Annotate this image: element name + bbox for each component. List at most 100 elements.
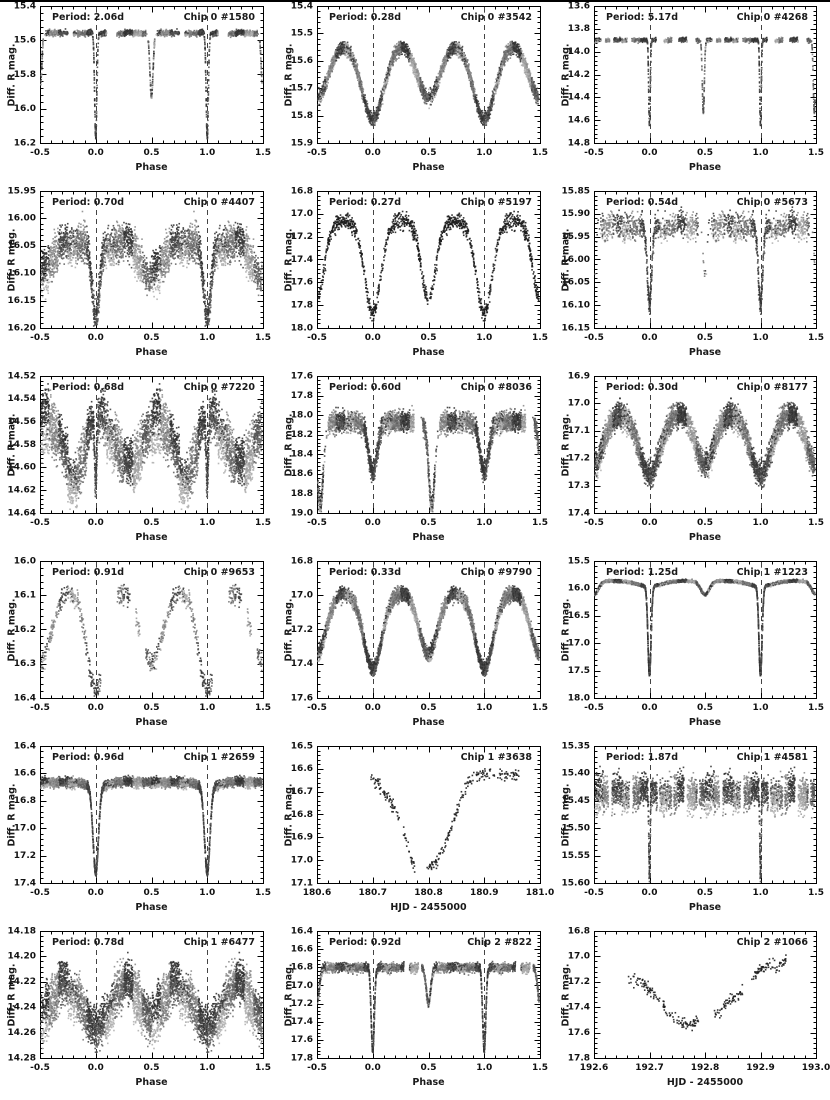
chip-label: Chip 2 #1066 [736,937,808,948]
period-label: Period: 0.30d [606,382,679,393]
y-axis-title: Diff. R mag. [6,412,18,477]
chip-label: Chip 0 #5673 [736,197,808,208]
chip-label: Chip 0 #5197 [460,197,532,208]
y-axis-title: Diff. R mag. [6,227,18,292]
x-axis-title: HJD - 2455000 [666,1077,744,1088]
scatter-plot-canvas [277,740,554,925]
x-axis-title: Phase [135,902,168,913]
y-axis-title: Diff. R mag. [283,42,295,107]
light-curve-panel: Period: 0.68d Chip 0 #7220 Diff. R mag. … [0,370,277,555]
y-axis-title: Diff. R mag. [560,412,572,477]
x-axis-title: Phase [412,532,445,543]
light-curve-panel: Period: 0.92d Chip 2 #822 Diff. R mag. P… [277,925,554,1100]
light-curve-panel: Period: 0.30d Chip 0 #8177 Diff. R mag. … [554,370,830,555]
scatter-plot-canvas [0,740,277,925]
scatter-plot-canvas [554,0,830,185]
light-curve-panel: Period: 2.06d Chip 0 #1580 Diff. R mag. … [0,0,277,185]
light-curve-panel: Chip 1 #3638 Diff. R mag. HJD - 2455000 [277,740,554,925]
scatter-plot-canvas [554,370,830,555]
light-curve-panel: Period: 0.33d Chip 0 #9790 Diff. R mag. … [277,555,554,740]
light-curve-panel: Period: 0.60d Chip 0 #8036 Diff. R mag. … [277,370,554,555]
chip-label: Chip 0 #1580 [183,12,255,23]
y-axis-title: Diff. R mag. [560,962,572,1027]
light-curve-panel: Chip 2 #1066 Diff. R mag. HJD - 2455000 [554,925,830,1100]
x-axis-title: HJD - 2455000 [390,902,467,913]
chip-label: Chip 0 #4407 [183,197,255,208]
x-axis-title: Phase [135,717,168,728]
y-axis-title: Diff. R mag. [6,782,18,847]
x-axis-title: Phase [412,347,445,358]
chip-label: Chip 1 #1223 [736,567,808,578]
scatter-plot-canvas [554,555,830,740]
x-axis-title: Phase [688,902,722,913]
y-axis-title: Diff. R mag. [283,597,295,662]
period-label: Period: 5.17d [606,12,679,23]
x-axis-title: Phase [412,717,445,728]
chip-label: Chip 1 #3638 [460,752,532,763]
scatter-plot-canvas [554,925,830,1100]
chip-label: Chip 0 #4268 [736,12,808,23]
x-axis-title: Phase [135,532,168,543]
y-axis-title: Diff. R mag. [560,597,572,662]
period-label: Period: 1.87d [606,752,679,763]
period-label: Period: 1.25d [606,567,679,578]
y-axis-title: Diff. R mag. [6,42,18,107]
chip-label: Chip 0 #8036 [460,382,532,393]
chip-label: Chip 1 #4581 [736,752,808,763]
x-axis-title: Phase [688,532,722,543]
y-axis-title: Diff. R mag. [283,782,295,847]
x-axis-title: Phase [135,347,168,358]
scatter-plot-canvas [277,370,554,555]
chip-label: Chip 1 #2659 [183,752,255,763]
x-axis-title: Phase [135,1077,168,1088]
period-label: Period: 0.27d [329,197,402,208]
scatter-plot-canvas [554,740,830,925]
y-axis-title: Diff. R mag. [283,412,295,477]
chip-label: Chip 0 #9790 [460,567,532,578]
light-curve-panel: Period: 0.28d Chip 0 #3542 Diff. R mag. … [277,0,554,185]
y-axis-title: Diff. R mag. [560,227,572,292]
chip-label: Chip 1 #6477 [183,937,255,948]
x-axis-title: Phase [135,162,168,173]
y-axis-title: Diff. R mag. [560,782,572,847]
scatter-plot-canvas [277,185,554,370]
scatter-plot-canvas [277,555,554,740]
scatter-plot-canvas [0,925,277,1100]
period-label: Period: 0.33d [329,567,402,578]
scatter-plot-canvas [0,370,277,555]
period-label: Period: 0.28d [329,12,402,23]
period-label: Period: 0.54d [606,197,679,208]
x-axis-title: Phase [688,347,722,358]
y-axis-title: Diff. R mag. [6,597,18,662]
period-label: Period: 0.96d [52,752,125,763]
light-curve-panel: Period: 5.17d Chip 0 #4268 Diff. R mag. … [554,0,830,185]
y-axis-title: Diff. R mag. [283,962,295,1027]
light-curve-panel: Period: 0.91d Chip 0 #9653 Diff. R mag. … [0,555,277,740]
light-curve-panel: Period: 1.87d Chip 1 #4581 Diff. R mag. … [554,740,830,925]
x-axis-title: Phase [688,717,722,728]
light-curve-panel: Period: 0.96d Chip 1 #2659 Diff. R mag. … [0,740,277,925]
light-curve-panel: Period: 0.78d Chip 1 #6477 Diff. R mag. … [0,925,277,1100]
chip-label: Chip 0 #9653 [183,567,255,578]
figure-top-border [0,0,830,2]
period-label: Period: 0.78d [52,937,125,948]
scatter-plot-canvas [0,555,277,740]
chip-label: Chip 0 #7220 [183,382,255,393]
period-label: Period: 0.92d [329,937,402,948]
light-curve-panel: Period: 1.25d Chip 1 #1223 Diff. R mag. … [554,555,830,740]
x-axis-title: Phase [412,162,445,173]
scatter-plot-canvas [277,925,554,1100]
period-label: Period: 0.70d [52,197,125,208]
light-curve-panel: Period: 0.70d Chip 0 #4407 Diff. R mag. … [0,185,277,370]
y-axis-title: Diff. R mag. [283,227,295,292]
period-label: Period: 0.68d [52,382,125,393]
scatter-plot-canvas [554,185,830,370]
chip-label: Chip 2 #822 [467,937,532,948]
chip-label: Chip 0 #3542 [460,12,532,23]
period-label: Period: 2.06d [52,12,125,23]
x-axis-title: Phase [412,1077,445,1088]
y-axis-title: Diff. R mag. [560,42,572,107]
scatter-plot-canvas [0,0,277,185]
